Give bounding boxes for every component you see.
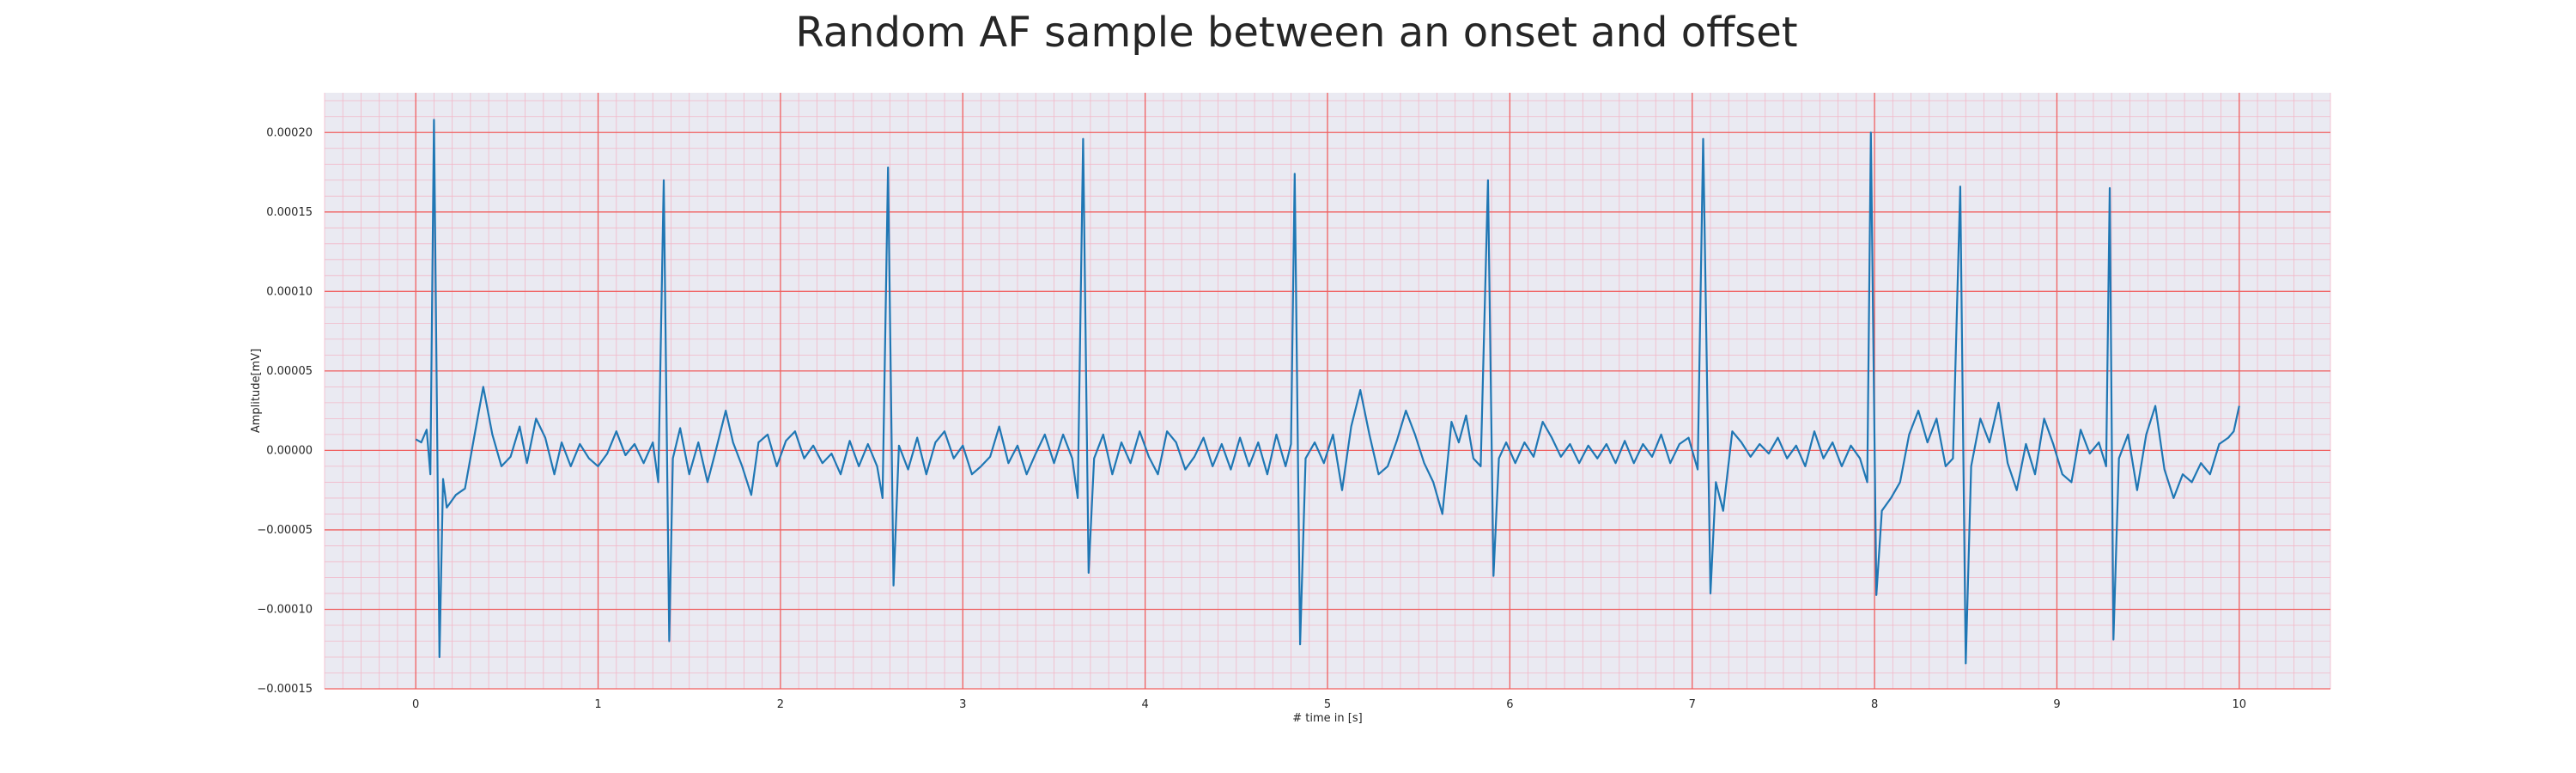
y-tick-label: 0.00015	[266, 206, 313, 219]
x-tick-label: 0	[412, 698, 419, 711]
x-tick-label: 5	[1324, 698, 1331, 711]
chart-title: Random AF sample between an onset and of…	[795, 9, 1797, 57]
y-tick-label: 0.00010	[266, 285, 313, 298]
x-tick-label: 3	[959, 698, 966, 711]
x-tick-label: 8	[1871, 698, 1878, 711]
series-line	[415, 119, 2240, 665]
y-axis-label: Amplitude[mV]	[250, 349, 263, 433]
y-tick-label: −0.00005	[257, 524, 313, 537]
y-tick-label: −0.00015	[257, 683, 313, 696]
x-axis-ticks: 0 1 2 3 4 5 6 7 8 9 10	[412, 698, 2246, 711]
x-tick-label: 1	[594, 698, 601, 711]
x-tick-label: 4	[1141, 698, 1148, 711]
y-tick-label: 0.00020	[266, 126, 313, 139]
x-tick-label: 10	[2233, 698, 2247, 711]
y-tick-label: 0.00000	[266, 444, 313, 457]
x-tick-label: 9	[2053, 698, 2060, 711]
y-axis-ticks: −0.00015 −0.00010 −0.00005 0.00000 0.00005 0.…	[257, 126, 313, 696]
x-tick-label: 7	[1689, 698, 1696, 711]
y-tick-label: −0.00010	[257, 603, 313, 616]
x-tick-label: 2	[777, 698, 784, 711]
y-tick-label: 0.00005	[266, 365, 313, 378]
x-tick-label: 6	[1506, 698, 1513, 711]
x-axis-label: # time in [s]	[1292, 712, 1362, 725]
series-group	[415, 119, 2240, 665]
